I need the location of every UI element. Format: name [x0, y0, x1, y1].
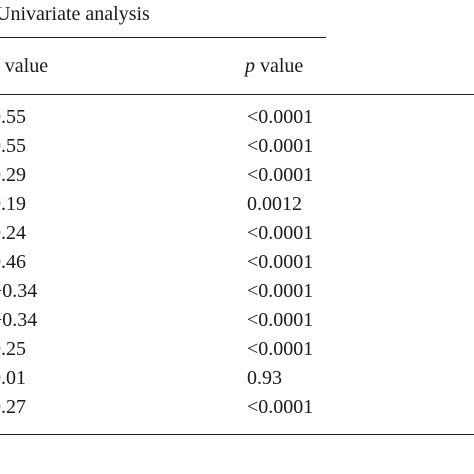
table-row: 0.01 0.93	[0, 366, 474, 395]
table-row: 0.29 <0.0001	[0, 163, 474, 192]
r-value-cell: 0.25	[0, 338, 26, 360]
table-row: 0.55 <0.0001	[0, 134, 474, 163]
p-value-cell: <0.0001	[247, 106, 314, 128]
table-row: −0.34 <0.0001	[0, 279, 474, 308]
header-rule	[0, 94, 474, 95]
r-value-header: r value	[0, 54, 48, 78]
p-value-cell: 0.0012	[247, 193, 302, 215]
r-value-cell: 0.29	[0, 164, 26, 186]
r-value-cell: 0.01	[0, 367, 26, 389]
table-row: −0.34 <0.0001	[0, 308, 474, 337]
p-value-cell: <0.0001	[247, 280, 314, 302]
r-value-cell: 0.24	[0, 222, 26, 244]
p-value-cell: <0.0001	[247, 338, 314, 360]
table-row: 0.46 <0.0001	[0, 250, 474, 279]
table-row: 0.24 <0.0001	[0, 221, 474, 250]
p-symbol: p	[245, 55, 255, 77]
table-row: 0.25 <0.0001	[0, 337, 474, 366]
r-value-cell: −0.34	[0, 280, 38, 302]
p-value-cell: <0.0001	[247, 309, 314, 331]
group-heading: Univariate analysis	[0, 3, 150, 25]
p-value-cell: <0.0001	[247, 222, 314, 244]
p-value-header: p value	[245, 54, 303, 78]
r-value-cell: −0.34	[0, 309, 38, 331]
bottom-rule	[0, 434, 474, 435]
p-header-label: value	[255, 55, 304, 77]
p-value-cell: <0.0001	[247, 164, 314, 186]
p-value-cell: <0.0001	[247, 396, 314, 418]
r-value-cell: 0.19	[0, 193, 26, 215]
group-rule	[0, 37, 326, 38]
table-body: 0.55 <0.0001 0.55 <0.0001 0.29 <0.0001 0…	[0, 105, 474, 424]
p-value-cell: 0.93	[247, 367, 282, 389]
r-value-cell: 0.27	[0, 396, 26, 418]
table-row: 0.55 <0.0001	[0, 105, 474, 134]
table-row: 0.19 0.0012	[0, 192, 474, 221]
r-header-label: value	[0, 55, 49, 77]
r-value-cell: 0.46	[0, 251, 26, 273]
r-value-cell: 0.55	[0, 106, 26, 128]
p-value-cell: <0.0001	[247, 135, 314, 157]
p-value-cell: <0.0001	[247, 251, 314, 273]
table-row: 0.27 <0.0001	[0, 395, 474, 424]
r-value-cell: 0.55	[0, 135, 26, 157]
